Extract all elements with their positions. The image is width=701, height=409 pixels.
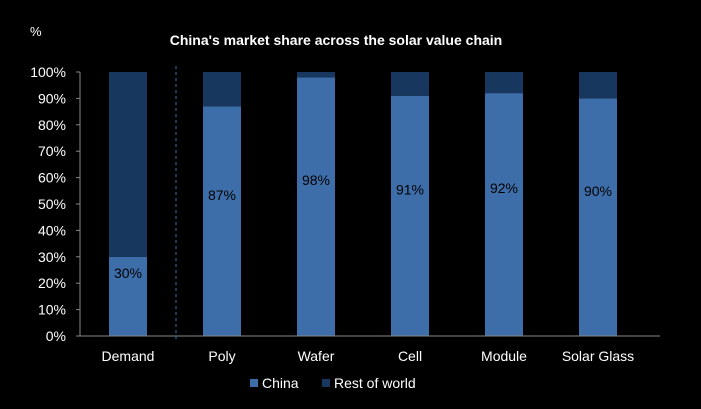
y-tick-label: 100% — [30, 64, 66, 80]
data-label-wafer: 98% — [302, 172, 330, 188]
x-tick-label-module: Module — [481, 348, 527, 364]
y-tick-label: 20% — [38, 275, 66, 291]
bar-china-poly — [203, 106, 241, 336]
bar-china-cell — [391, 95, 429, 336]
data-label-solar-glass: 90% — [584, 183, 612, 199]
bars: 30% 87% 98% 91% 92% 90% — [109, 72, 617, 337]
bar-china-demand — [109, 256, 147, 336]
y-tick-label: 70% — [38, 143, 66, 159]
y-unit-label: % — [30, 24, 42, 39]
x-tick-label-poly: Poly — [208, 348, 235, 364]
y-axis: 0% 10% 20% 30% 40% 50% 60% 70% 80% 90% 100% — [30, 64, 81, 344]
bar-rest-of-world-demand — [109, 72, 147, 257]
x-tick-label-demand: Demand — [102, 348, 155, 364]
y-tick-label: 40% — [38, 222, 66, 238]
legend-swatch-rest-of-world — [322, 379, 330, 387]
y-tick-label: 0% — [46, 328, 66, 344]
y-tick-label: 80% — [38, 117, 66, 133]
chart-title: China's market share across the solar va… — [170, 32, 502, 48]
bar-china-solar-glass — [579, 98, 617, 337]
bar-china-module — [485, 93, 523, 337]
bar-rest-of-world-poly — [203, 72, 241, 107]
legend-swatch-china — [250, 379, 258, 387]
data-label-demand: 30% — [114, 265, 142, 281]
x-axis: Demand Poly Wafer Cell Module Solar Glass — [80, 335, 660, 364]
y-tick-label: 30% — [38, 249, 66, 265]
x-tick-label-cell: Cell — [398, 348, 422, 364]
bar-rest-of-world-wafer — [297, 72, 335, 78]
bar-rest-of-world-solar-glass — [579, 72, 617, 99]
legend-label-rest-of-world: Rest of world — [334, 375, 416, 391]
legend: China Rest of world — [250, 375, 416, 391]
bar-rest-of-world-module — [485, 72, 523, 94]
legend-label-china: China — [262, 375, 299, 391]
y-tick-label: 90% — [38, 90, 66, 106]
data-label-poly: 87% — [208, 187, 236, 203]
y-tick-label: 50% — [38, 196, 66, 212]
bar-rest-of-world-cell — [391, 72, 429, 96]
bar-china-wafer — [297, 77, 335, 336]
data-label-module: 92% — [490, 180, 518, 196]
x-tick-label-wafer: Wafer — [298, 348, 335, 364]
y-tick-label: 60% — [38, 170, 66, 186]
data-label-cell: 91% — [396, 181, 424, 197]
x-tick-label-solar-glass: Solar Glass — [562, 348, 634, 364]
y-tick-label: 10% — [38, 302, 66, 318]
